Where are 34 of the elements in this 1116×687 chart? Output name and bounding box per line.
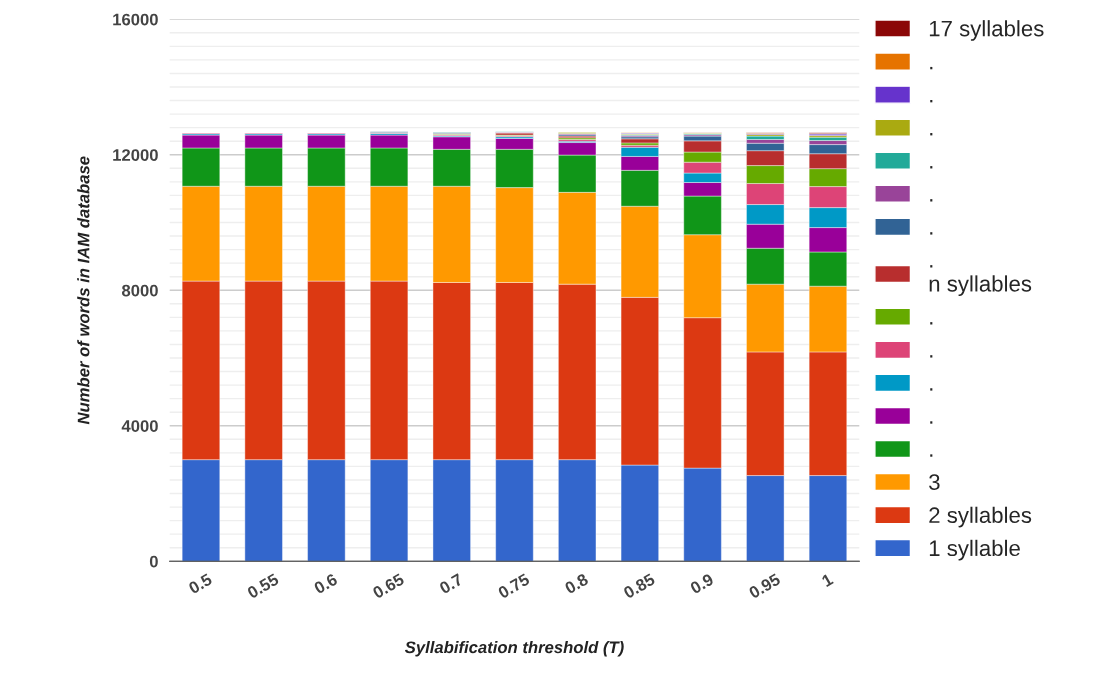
x-axis-title: Syllabification threshold (T): [404, 640, 624, 657]
legend-label: 3: [929, 474, 940, 490]
legend-label: 1 syllable: [929, 539, 1020, 561]
legend-label: .: [930, 232, 933, 235]
legend-label: . n syllables: [929, 265, 1032, 297]
y-tick-label: 4000: [121, 420, 158, 432]
x-tick-label: 0.85: [622, 573, 656, 599]
x-tick-label: 1: [821, 573, 834, 587]
y-axis-title: Number of words in IAM database: [77, 156, 90, 425]
x-tick-label: 0.7: [438, 573, 464, 595]
y-tick-label: 8000: [121, 284, 158, 297]
legend-label: .: [930, 133, 933, 136]
legend-label: .: [930, 66, 933, 70]
legend-label: .: [930, 166, 933, 169]
y-tick-label: 16000: [113, 13, 158, 26]
x-tick-label: 0.9: [689, 573, 715, 595]
legend-label: .: [930, 355, 933, 358]
legend-label: 17 syllables: [929, 20, 1044, 41]
y-tick-label: 12000: [113, 149, 158, 161]
legend-label: .: [930, 322, 933, 325]
y-tick-label: 0: [149, 555, 158, 568]
legend-label: .: [930, 99, 933, 103]
x-tick-label: 0.6: [313, 573, 339, 595]
legend-label: .: [930, 199, 933, 202]
legend-label: 2 syllables: [929, 506, 1032, 528]
legend-label: .: [930, 454, 933, 457]
x-tick-label: 0.55: [246, 573, 280, 599]
legend-label: .: [930, 388, 933, 391]
x-tick-label: 0.75: [497, 573, 531, 599]
x-tick-label: 0.8: [564, 573, 589, 595]
x-tick-label: 0.5: [187, 573, 213, 595]
legend-label: .: [930, 421, 933, 424]
x-tick-label: 0.65: [371, 573, 405, 599]
x-tick-label: 0.95: [748, 573, 782, 599]
